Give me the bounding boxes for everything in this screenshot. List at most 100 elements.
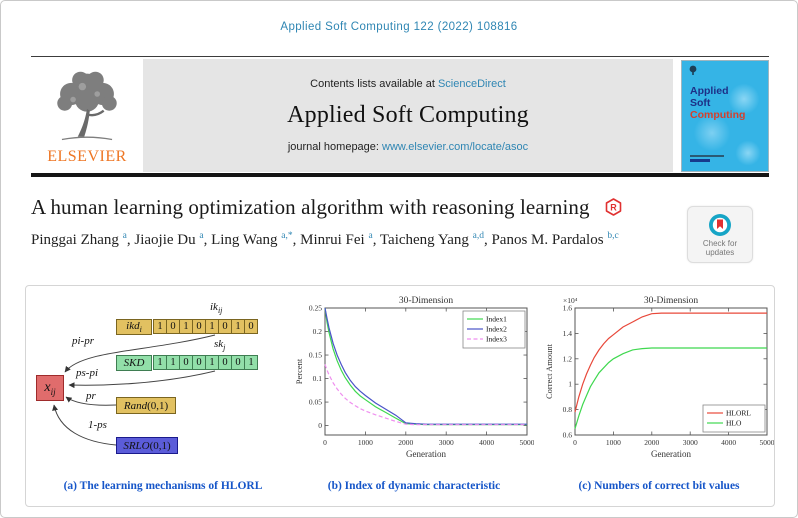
panel-b-chart: 0 1000 2000 3000 4000 5000 0 0.05 0.1 0.15 0.2 0.25… [294,292,534,502]
svg-text:1.6: 1.6 [563,304,573,313]
series-HLORL [574,312,767,413]
dynamic-characteristic-chart: 0 1000 2000 3000 4000 5000 0 0.05 0.1 0.15 0.2 0.25… [294,296,535,459]
arrow-label-pi-pr: pi-pr [72,335,94,347]
svg-text:0: 0 [323,438,327,447]
sk-row-label: skj [214,338,226,353]
bit-cell: 0 [192,355,206,370]
svg-text:1: 1 [568,380,572,389]
x-axis-label: Generation [406,449,446,459]
svg-text:1.2: 1.2 [563,354,573,363]
author-name: Panos M. Pardalos b,c [491,231,619,248]
bit-cell: 1 [231,319,245,334]
author-affiliation-sup: a [368,231,373,241]
title-block: A human learning optimization algorithm … [31,181,769,263]
header-divider-rule [31,173,769,177]
rand-box: Rand(0,1) [116,397,176,414]
svg-text:0.2: 0.2 [313,327,323,336]
cover-title-line1: Applied [690,85,729,97]
svg-text:4000: 4000 [479,438,494,447]
svg-text:5000: 5000 [760,438,775,447]
svg-text:0.15: 0.15 [309,351,322,360]
bit-cell: 0 [179,355,193,370]
series-HLO [574,347,767,429]
bit-cell: 1 [166,355,180,370]
author-affiliation-sup: a,d [472,231,484,241]
author-affiliation-sup: a [122,231,127,241]
bit-cell: 0 [192,319,206,334]
svg-text:5000: 5000 [520,438,535,447]
caption-c: (c) Numbers of correct bit values [578,480,740,492]
svg-text:3000: 3000 [439,438,454,447]
svg-text:3000: 3000 [683,438,698,447]
sciencedirect-link[interactable]: ScienceDirect [437,78,506,90]
y-axis-label: Percent [294,358,304,384]
elsevier-wordmark: ELSEVIER [47,148,127,165]
author-name: Taicheng Yang a,d, [379,231,492,248]
svg-text:0.05: 0.05 [309,398,322,407]
svg-text:2000: 2000 [398,438,413,447]
journal-banner: Contents lists available at ScienceDirec… [143,59,673,172]
ikd-box: ikdi [116,319,152,335]
bit-cell: 0 [231,355,245,370]
svg-text:0.25: 0.25 [309,304,322,313]
legend-label: Index2 [486,325,507,334]
bit-cell: 0 [166,319,180,334]
author-name: Ling Wang a,*, [211,231,301,248]
contents-line: Contents lists available at ScienceDirec… [143,78,673,90]
author-name: Minrui Fei a, [300,231,380,248]
registered-report-icon[interactable]: R [605,198,622,216]
elsevier-logo: ELSEVIER [31,59,143,172]
svg-text:1000: 1000 [606,438,621,447]
ik-row-label: ikij [210,301,223,316]
homepage-line: journal homepage: www.elsevier.com/locat… [143,141,673,153]
cover-title-line3: Computing [690,109,746,121]
bit-cell: 1 [205,319,219,334]
legend-label: Index1 [486,315,507,324]
author-affiliation-sup: b,c [607,231,619,241]
svg-text:R: R [610,203,617,213]
arrow-label-pr: pr [86,390,96,402]
y-exponent-label: ×10⁴ [563,296,578,305]
bit-cell: 0 [218,355,232,370]
bit-cell: 1 [153,355,167,370]
caption-b: (b) Index of dynamic characteristic [327,480,501,492]
x-axis-label: Generation [651,449,691,459]
skd-box: SKD [116,355,152,371]
check-updates-label: Check for updates [702,238,738,257]
cover-footer-marks [690,155,724,162]
correct-bits-chart: 0 1000 2000 3000 4000 5000 0.6 0.8 1 1.2 1.4 1.6 30-… [544,296,775,459]
journal-name: Applied Soft Computing [287,102,529,128]
bit-cell: 0 [218,319,232,334]
journal-header: ELSEVIER Contents lists available at Sci… [31,56,769,172]
contents-prefix: Contents lists available at [310,78,438,90]
caption-a: (a) The learning mechanisms of HLORL [63,480,263,492]
author-list: Pinggai Zhang a, Jiaojie Du a, Ling Wang… [31,227,679,250]
author-name: Jiaojie Du a, [134,231,212,248]
svg-text:4000: 4000 [721,438,736,447]
chart-title: 30-Dimension [644,296,699,306]
journal-homepage-link[interactable]: www.elsevier.com/locate/asoc [382,141,529,153]
panel-c-chart: 0 1000 2000 3000 4000 5000 0.6 0.8 1 1.2 1.4 1.6 30-… [544,292,774,502]
bit-cell: 1 [179,319,193,334]
journal-reference: Applied Soft Computing 122 (2022) 108816 [280,21,518,33]
y-axis-label: Correct Amount [544,343,554,399]
check-for-updates-badge[interactable]: Check for updates [687,206,753,263]
crossmark-icon [709,213,731,236]
svg-text:0.6: 0.6 [563,431,573,440]
svg-text:0.8: 0.8 [563,405,573,414]
author-affiliation-sup: a [199,231,204,241]
article-title-text: A human learning optimization algorithm … [31,195,590,219]
cover-title-line2: Soft [690,97,711,109]
homepage-prefix: journal homepage: [287,141,383,153]
series-Index3 [324,364,527,426]
svg-text:0: 0 [573,438,577,447]
article-title: A human learning optimization algorithm … [31,195,769,220]
svg-text:1.4: 1.4 [563,329,573,338]
svg-text:0.1: 0.1 [313,374,323,383]
journal-cover-thumbnail[interactable]: Applied Soft Computing [681,60,769,172]
legend-label: HLORL [726,409,751,418]
